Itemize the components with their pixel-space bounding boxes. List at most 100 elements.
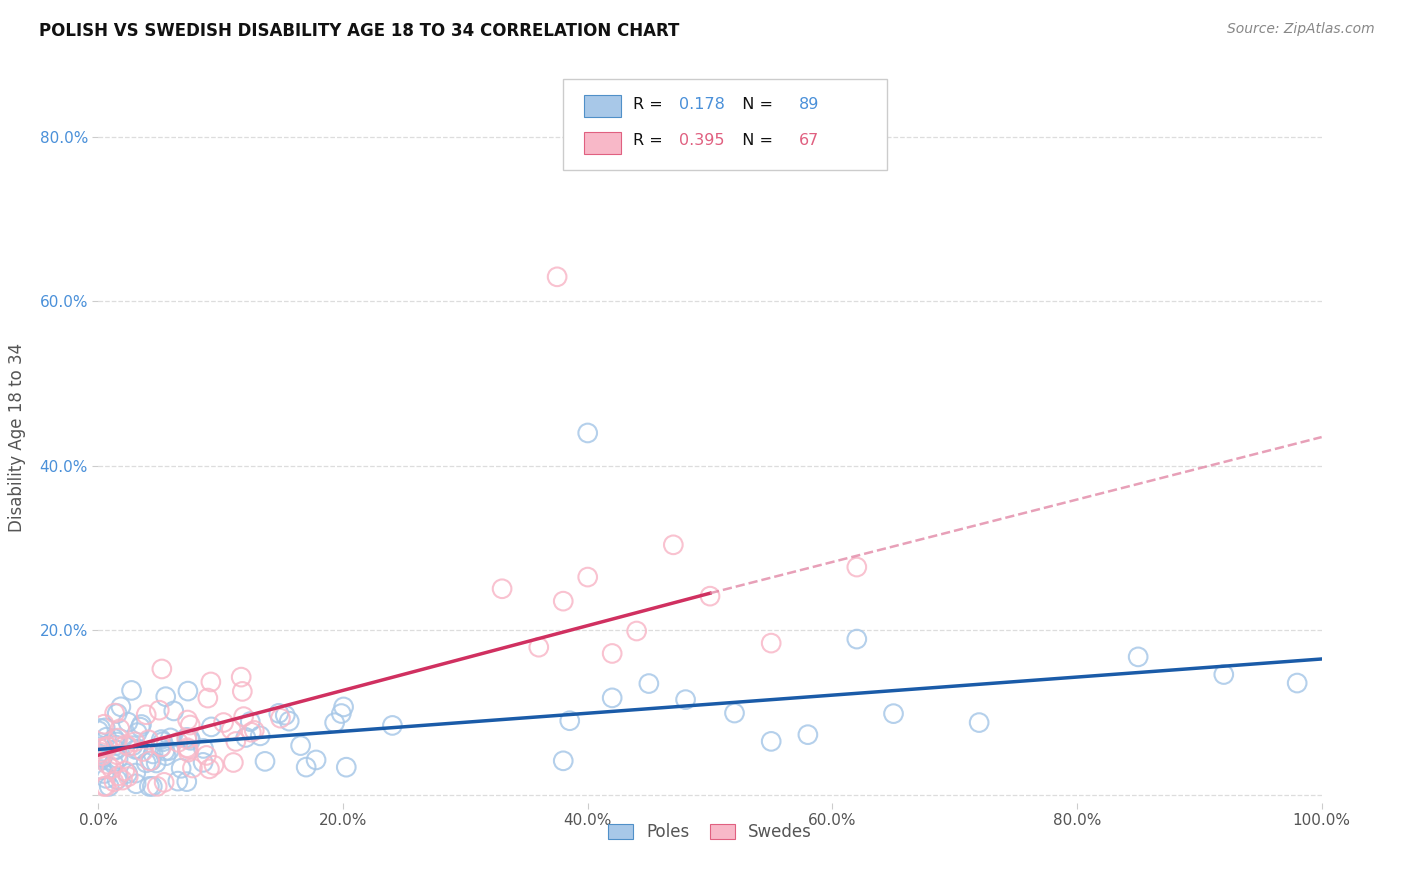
Text: R =: R = bbox=[633, 96, 668, 112]
Point bbox=[125, 766, 148, 780]
Point bbox=[142, 747, 165, 761]
Point bbox=[576, 425, 599, 440]
Point bbox=[98, 780, 121, 794]
Point bbox=[845, 560, 868, 574]
Point bbox=[170, 761, 193, 775]
Point bbox=[212, 715, 235, 730]
Point bbox=[111, 773, 134, 788]
FancyBboxPatch shape bbox=[564, 78, 887, 170]
Point bbox=[274, 708, 297, 723]
Point bbox=[148, 703, 170, 717]
Point bbox=[167, 774, 190, 789]
Point bbox=[149, 740, 172, 755]
Point bbox=[335, 760, 357, 774]
Point bbox=[117, 766, 139, 780]
Point bbox=[699, 589, 721, 603]
Text: R =: R = bbox=[633, 133, 668, 148]
Point bbox=[117, 770, 139, 784]
Point bbox=[278, 714, 301, 728]
Point bbox=[155, 748, 177, 763]
Text: 0.178: 0.178 bbox=[679, 96, 725, 112]
Point bbox=[553, 754, 575, 768]
Point bbox=[249, 729, 271, 743]
Point bbox=[295, 760, 318, 774]
Text: 0.395: 0.395 bbox=[679, 133, 725, 148]
Point bbox=[197, 691, 219, 706]
Point bbox=[576, 570, 599, 584]
Point bbox=[179, 718, 201, 732]
Point bbox=[267, 706, 290, 721]
Point bbox=[202, 758, 225, 772]
Point bbox=[121, 683, 143, 698]
Point bbox=[761, 734, 783, 748]
Point bbox=[91, 748, 114, 763]
Point bbox=[131, 717, 153, 731]
Point bbox=[600, 647, 623, 661]
Point bbox=[129, 720, 152, 734]
Point bbox=[176, 713, 198, 727]
Point bbox=[90, 763, 112, 777]
Point bbox=[97, 739, 120, 754]
Point bbox=[105, 747, 128, 762]
Point bbox=[637, 676, 661, 690]
Point bbox=[527, 640, 550, 655]
Point bbox=[107, 731, 129, 745]
Point bbox=[93, 717, 115, 731]
Point bbox=[221, 723, 243, 737]
Point bbox=[153, 775, 176, 789]
Point bbox=[797, 728, 820, 742]
Point bbox=[176, 740, 198, 755]
Point bbox=[150, 662, 173, 676]
Text: 67: 67 bbox=[800, 133, 820, 148]
Point bbox=[122, 739, 145, 753]
Point bbox=[150, 732, 173, 747]
Point bbox=[104, 742, 127, 756]
Point bbox=[107, 769, 129, 783]
Point bbox=[761, 636, 783, 650]
Point bbox=[546, 269, 568, 284]
Point bbox=[176, 731, 198, 745]
Point bbox=[138, 732, 160, 747]
Point bbox=[176, 732, 198, 747]
Point bbox=[93, 740, 115, 755]
Point bbox=[103, 756, 125, 771]
Point bbox=[200, 675, 222, 690]
Point bbox=[103, 731, 125, 746]
Point bbox=[235, 731, 257, 745]
Point bbox=[177, 684, 200, 698]
Point bbox=[239, 714, 262, 729]
Point bbox=[96, 730, 118, 744]
Point bbox=[176, 774, 198, 789]
Point bbox=[87, 723, 110, 738]
Point bbox=[90, 750, 112, 764]
Point bbox=[332, 700, 354, 714]
Point bbox=[107, 752, 129, 766]
Point bbox=[141, 780, 163, 794]
Point bbox=[117, 739, 139, 754]
Point bbox=[231, 684, 253, 698]
Point bbox=[105, 735, 128, 749]
Point bbox=[100, 762, 122, 776]
Point bbox=[105, 739, 128, 753]
Point bbox=[167, 735, 190, 749]
Point bbox=[132, 745, 155, 759]
Point bbox=[90, 745, 112, 759]
Point bbox=[89, 735, 111, 749]
Point bbox=[181, 761, 204, 775]
Point bbox=[845, 632, 868, 646]
Point bbox=[191, 756, 214, 770]
Point bbox=[94, 780, 117, 794]
Point bbox=[177, 742, 200, 756]
Point bbox=[90, 722, 112, 736]
Point bbox=[153, 744, 176, 758]
Point bbox=[104, 706, 127, 720]
Point bbox=[94, 721, 117, 735]
Point bbox=[240, 725, 263, 739]
Point bbox=[967, 715, 990, 730]
Point bbox=[195, 748, 218, 763]
Text: N =: N = bbox=[733, 96, 778, 112]
Point bbox=[232, 709, 254, 723]
Point bbox=[97, 739, 120, 754]
Point bbox=[114, 764, 136, 778]
Point bbox=[662, 538, 685, 552]
